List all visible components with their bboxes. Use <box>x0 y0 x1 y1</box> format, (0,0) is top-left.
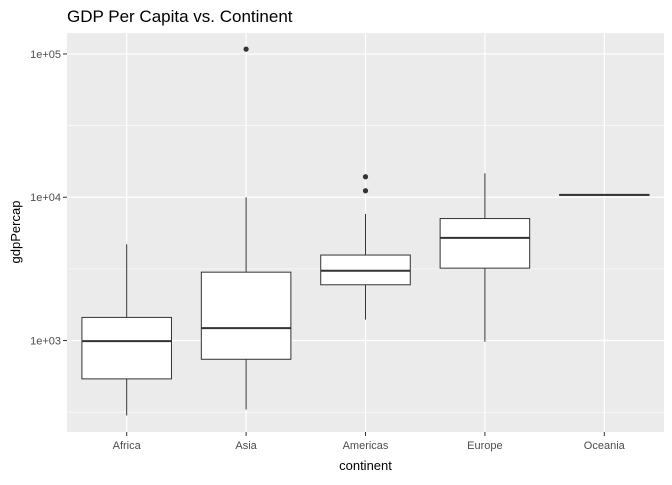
box-body <box>81 316 172 380</box>
box-oceania <box>559 193 650 196</box>
y-axis: 1e+03 1e+04 1e+05 <box>30 49 67 348</box>
x-axis-label: continent <box>339 458 392 473</box>
box-africa <box>81 244 172 416</box>
box-americas <box>320 174 411 320</box>
box-body <box>439 218 531 269</box>
chart-title: GDP Per Capita vs. Continent <box>67 7 293 26</box>
x-axis: Africa Asia Americas Europe Oceania <box>113 432 626 452</box>
outlier-point <box>362 174 369 180</box>
x-tick-label: Asia <box>235 440 257 452</box>
y-tick-label: 1e+04 <box>30 192 61 204</box>
y-axis-label: gdpPercap <box>8 201 23 264</box>
box-asia <box>200 46 292 410</box>
x-tick-label: Oceania <box>584 440 626 452</box>
outlier-point <box>243 46 249 52</box>
box-series <box>81 46 650 416</box>
y-tick-label: 1e+03 <box>30 336 61 348</box>
box-body <box>200 271 292 360</box>
box-europe <box>439 173 531 342</box>
y-tick-label: 1e+05 <box>30 49 61 61</box>
x-tick-label: Americas <box>343 440 389 452</box>
x-tick-label: Africa <box>113 440 142 452</box>
x-tick-label: Europe <box>467 440 502 452</box>
outlier-point <box>362 188 369 194</box>
